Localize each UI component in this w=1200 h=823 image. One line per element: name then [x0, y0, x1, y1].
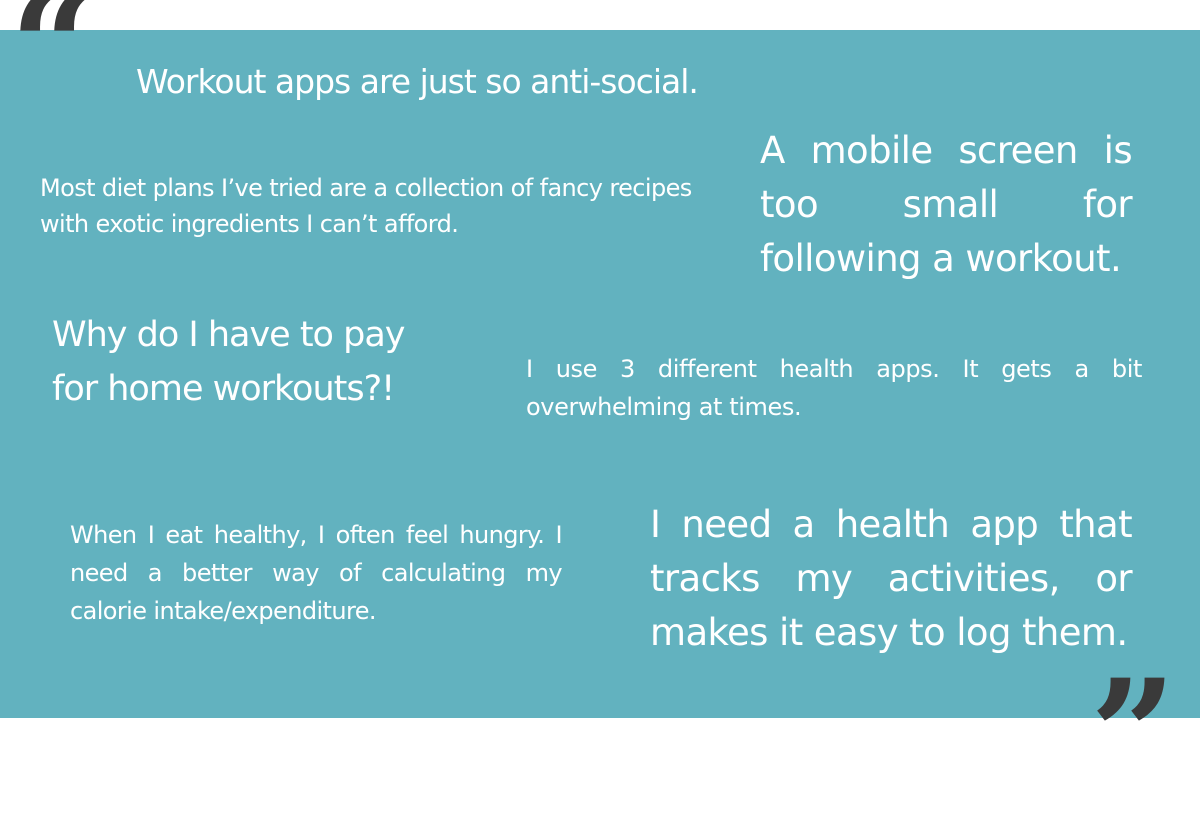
quote-anti-social: Workout apps are just so anti-social. — [136, 62, 699, 101]
close-quote-icon: ” — [1090, 647, 1177, 823]
quote-diet-plans: Most diet plans I’ve tried are a collect… — [40, 174, 692, 238]
quote-activity-tracking: I need a health app that tracks my activ… — [650, 503, 1133, 654]
open-quote-icon: “ — [10, 0, 97, 135]
quote-pay-home-workouts: Why do I have to pay for home workouts?! — [52, 315, 405, 409]
quote-multiple-apps: I use 3 different health apps. It gets a… — [526, 355, 1142, 421]
quote-calorie-intake: When I eat healthy, I often feel hungry.… — [70, 521, 563, 625]
quote-panel — [0, 30, 1200, 718]
quote-mobile-screen: A mobile screen is too small for followi… — [760, 129, 1133, 280]
